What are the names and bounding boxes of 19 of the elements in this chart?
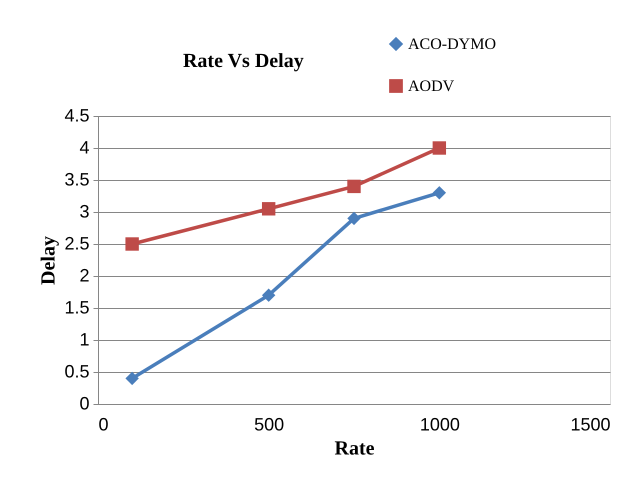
x-tick-label: 500	[254, 414, 284, 434]
y-tick-label: 2.5	[64, 234, 90, 254]
y-tick-label: 3.5	[64, 170, 90, 190]
y-tick-label: 1.5	[64, 298, 90, 318]
y-tick-label: 2	[79, 266, 90, 286]
x-tick-label: 1000	[420, 414, 460, 434]
y-tick-label: 4.5	[64, 106, 90, 126]
legend-label: AODV	[408, 78, 455, 95]
x-tick-label: 1500	[570, 414, 610, 434]
y-axis-title: Delay	[37, 236, 60, 285]
y-tick-label: 3	[79, 202, 90, 222]
y-tick-label: 1	[79, 330, 90, 350]
x-axis-title: Rate	[334, 438, 375, 460]
x-tick-label: 0	[98, 414, 109, 434]
legend-label: ACO-DYMO	[408, 36, 496, 53]
y-tick-label: 0	[79, 394, 90, 414]
y-tick-label: 4	[79, 138, 90, 158]
chart-title: Rate Vs Delay	[182, 50, 304, 72]
y-tick-label: 0.5	[64, 362, 90, 382]
